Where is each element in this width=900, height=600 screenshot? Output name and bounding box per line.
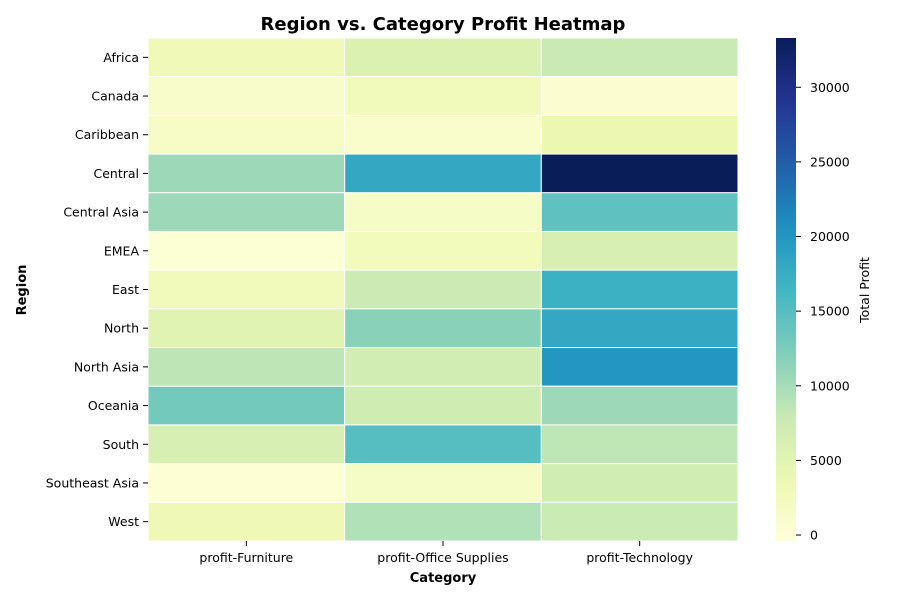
- y-tick-label: South: [103, 437, 139, 452]
- heatmap-cell: [344, 308, 542, 349]
- heatmap-cell: [540, 269, 739, 310]
- heatmap-cell: [147, 385, 346, 426]
- heatmap-cell: [147, 347, 346, 387]
- heatmap-cell: [540, 153, 739, 194]
- colorbar-label: Total Profit: [857, 257, 872, 324]
- chart-title: Region vs. Category Profit Heatmap: [261, 14, 626, 35]
- heatmap-cell: [540, 308, 739, 349]
- heatmap-cell: [540, 463, 739, 503]
- heatmap-cell: [540, 192, 739, 232]
- y-tick-label: Central Asia: [63, 205, 139, 220]
- x-tick-label: profit-Office Supplies: [377, 550, 508, 565]
- colorbar-tick-label: 10000: [810, 378, 850, 393]
- heatmap-cell: [540, 347, 739, 387]
- heatmap-cell: [344, 424, 542, 465]
- colorbar-tick-label: 30000: [810, 80, 850, 95]
- heatmap-cell: [344, 76, 542, 116]
- heatmap-cell: [344, 114, 542, 155]
- heatmap-cell: [147, 424, 346, 465]
- heatmap-cell: [147, 501, 346, 542]
- heatmap-cell: [540, 114, 739, 155]
- heatmap-cell: [540, 424, 739, 465]
- heatmap-cell: [540, 385, 739, 426]
- y-tick-label: East: [112, 282, 139, 297]
- heatmap-cells: [147, 37, 739, 542]
- y-tick-label: Southeast Asia: [46, 475, 139, 490]
- heatmap-cell: [147, 463, 346, 503]
- y-axis-label: Region: [15, 265, 30, 316]
- heatmap-cell: [540, 501, 739, 542]
- y-tick-label: Canada: [91, 89, 139, 104]
- y-tick-label: West: [108, 514, 139, 529]
- heatmap-cell: [344, 269, 542, 310]
- heatmap-cell: [344, 37, 542, 78]
- heatmap-cell: [344, 153, 542, 194]
- heatmap-cell: [147, 76, 346, 116]
- y-tick-label: Oceania: [88, 398, 139, 413]
- heatmap-cell: [344, 501, 542, 542]
- heatmap-cell: [540, 37, 739, 78]
- y-tick-label: Caribbean: [75, 127, 139, 142]
- colorbar-tick-label: 0: [810, 528, 818, 543]
- y-axis-ticks: Africa Canada Caribbean Central Central Asia…: [46, 50, 148, 529]
- y-tick-label: North: [104, 321, 139, 336]
- heatmap-cell: [344, 192, 542, 232]
- colorbar-tick-label: 20000: [810, 229, 850, 244]
- y-tick-label: Central: [93, 166, 139, 181]
- heatmap-cell: [147, 230, 346, 271]
- x-tick-label: profit-Furniture: [199, 550, 293, 565]
- heatmap-cell: [147, 37, 346, 78]
- heatmap-cell: [147, 308, 346, 349]
- y-tick-label: Africa: [103, 50, 139, 65]
- colorbar: [776, 38, 796, 541]
- heatmap-cell: [344, 463, 542, 503]
- y-tick-label: EMEA: [104, 243, 140, 258]
- heatmap-cell: [344, 347, 542, 387]
- heatmap-cell: [147, 192, 346, 232]
- colorbar-ticks: 0 5000 10000 15000 20000 25000 30000: [796, 80, 850, 543]
- x-axis-ticks: profit-Furniture profit-Office Supplies pr…: [199, 541, 694, 565]
- heatmap-cell: [147, 153, 346, 194]
- heatmap-cell: [147, 114, 346, 155]
- y-tick-label: North Asia: [74, 359, 139, 374]
- x-axis-label: Category: [410, 571, 477, 586]
- x-tick-label: profit-Technology: [586, 550, 693, 565]
- heatmap-cell: [344, 385, 542, 426]
- colorbar-tick-label: 25000: [810, 154, 850, 169]
- heatmap-cell: [344, 230, 542, 271]
- colorbar-tick-label: 5000: [810, 453, 842, 468]
- colorbar-tick-label: 15000: [810, 304, 850, 319]
- heatmap-cell: [147, 269, 346, 310]
- heatmap-cell: [540, 230, 739, 271]
- heatmap-cell: [540, 76, 739, 116]
